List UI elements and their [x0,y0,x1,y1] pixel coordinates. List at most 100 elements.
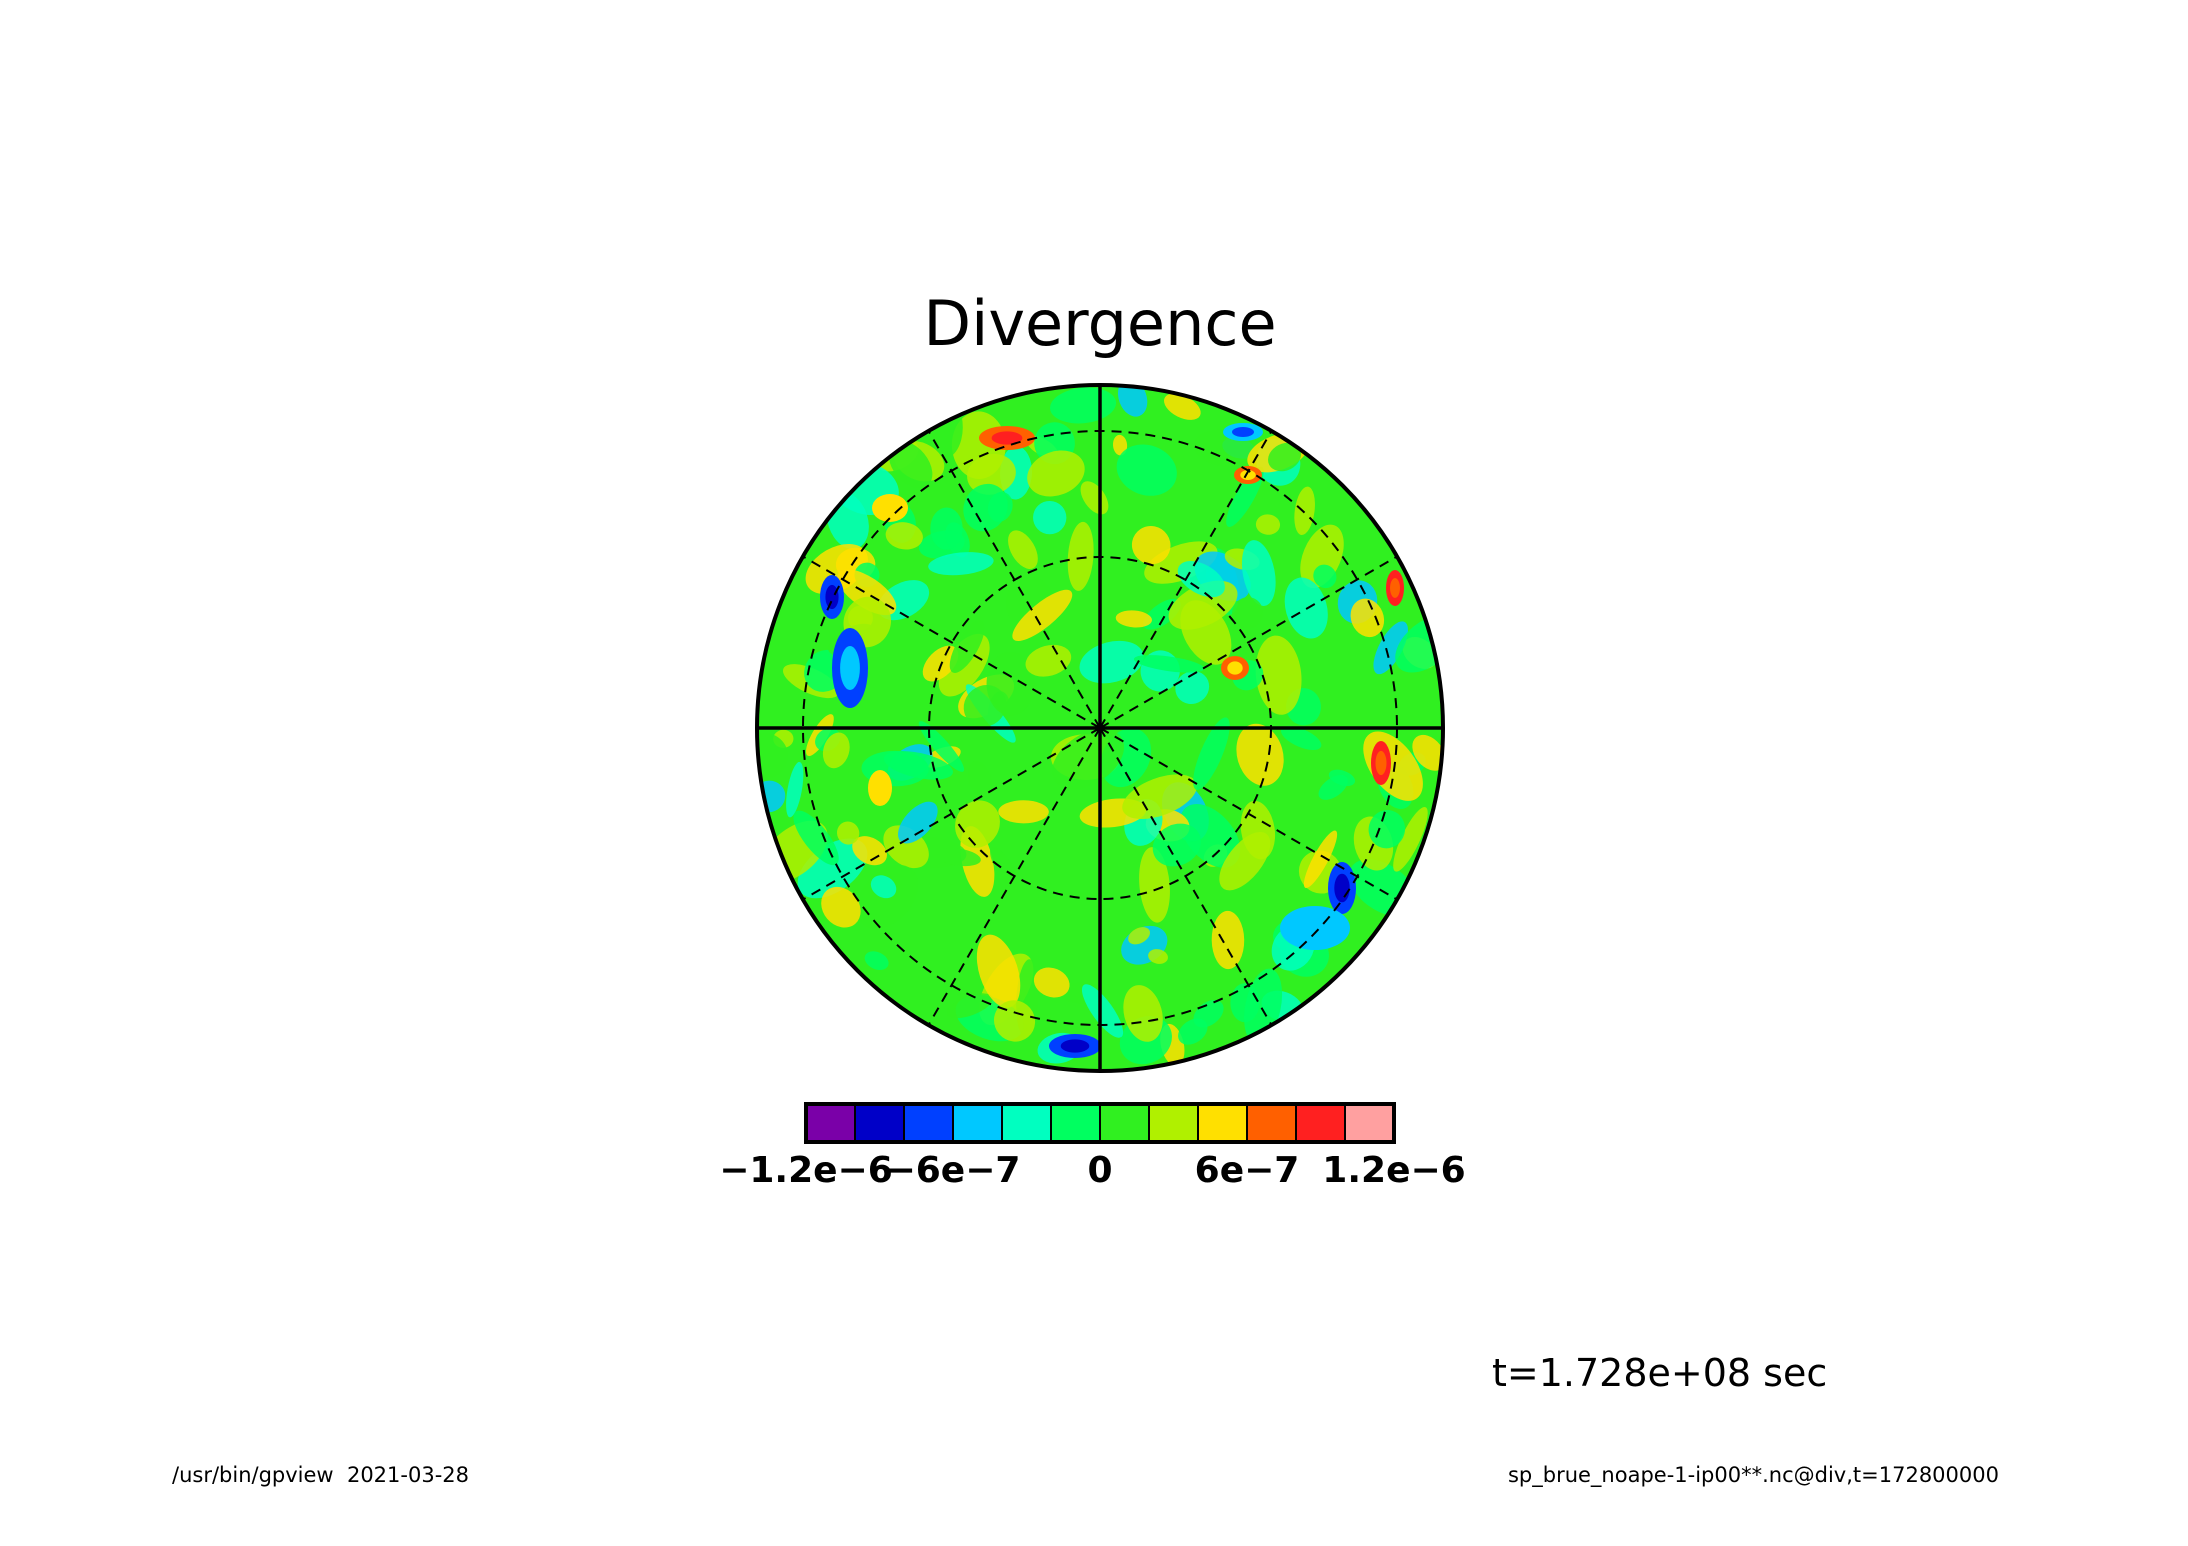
divergence-field [757,385,1443,1066]
field-blob [1393,807,1428,872]
field-blob [1148,949,1168,964]
field-blob [1303,830,1338,889]
field-extreme-core [1390,578,1400,598]
field-blob [1231,597,1264,629]
field-extreme-core [873,778,887,798]
colorbar-swatch [1295,1103,1346,1143]
field-blob [1116,444,1177,496]
field-blob [836,821,860,845]
field-extreme-core [825,584,839,610]
colorbar-swatch [1148,1103,1199,1143]
field-blob [1123,985,1163,1042]
colorbar-swatch [1246,1103,1297,1143]
field-blob [955,800,1000,848]
field-blob [967,453,1016,495]
polar-map [755,383,1445,1073]
field-blob [1175,671,1210,705]
meridian-dashed-line [802,555,1101,729]
field-extreme-core [1232,427,1254,437]
field-blob [935,848,981,867]
field-blob [870,875,897,899]
field-extreme-core [1227,661,1243,675]
field-blob [976,934,1021,1008]
colorbar-swatch [1344,1103,1395,1143]
field-blob [1133,655,1205,673]
field-blob [998,800,1049,824]
field-blob [1052,729,1125,790]
colorbar-swatch [1050,1103,1101,1143]
field-blob [1025,644,1072,677]
field-blob [898,801,938,844]
field-blob [1027,450,1085,497]
meridian-dashed-line [1099,555,1398,729]
field-extreme-core [1334,873,1350,903]
footer-right: sp_brue_noape-1-ip00**.nc@div,t=17280000… [1508,1463,1999,1488]
field-blob [1079,640,1144,684]
field-blob [1241,540,1276,606]
field-extreme-core [1060,1039,1090,1053]
field-blob [1328,769,1356,787]
colorbar-tick-label: 1.2e−6 [1322,1150,1465,1191]
field-blob [1143,598,1181,630]
field-blob [1177,561,1225,598]
field-blob [888,441,933,489]
field-blob [793,810,839,866]
pole-marker [1096,724,1104,732]
field-blob [1350,598,1385,638]
chart-title: Divergence [923,287,1276,360]
colorbar-frame [804,1102,1396,1144]
field-blob [1236,723,1284,786]
field-blob [1313,564,1337,589]
latitude-circle [928,556,1272,900]
field-blob [922,645,959,682]
map-grid [757,385,1443,1071]
field-blob [949,620,985,673]
field-blob [1081,984,1124,1038]
field-blob [1368,810,1406,849]
colorbar-tick-label: −1.2e−6 [719,1150,893,1191]
field-blob [946,993,993,1019]
colorbar-swatch [854,1103,905,1143]
field-extreme-core [1375,750,1387,776]
field-blob [852,836,887,866]
colorbar-swatch [1099,1103,1150,1143]
field-blob [1373,621,1408,675]
field-extreme-core [1295,915,1335,941]
field-blob [1395,614,1443,673]
map-border [755,383,1445,1073]
field-blob [1211,910,1245,970]
field-blob [993,1000,1036,1042]
field-blob [1280,726,1322,750]
field-blob [1122,774,1197,820]
field-blob [1412,734,1443,771]
field-blob [1193,717,1230,791]
field-blob [1033,967,1070,998]
meridian-dashed-line [1099,430,1273,729]
colorbar-swatch [952,1103,1003,1143]
field-blob [786,761,804,818]
field-blob [1163,393,1201,420]
field-extreme-core [880,500,900,516]
field-blob [864,951,889,970]
field-blob [1255,514,1281,535]
field-blob [1067,521,1094,591]
field-blob [1112,434,1128,456]
field-blob [1128,927,1150,945]
colorbar-tick-label: 0 [1087,1150,1112,1191]
colorbar: −1.2e−6−6e−7 0 6e−7 1.2e−6 [719,1102,1466,1191]
colorbar-swatch [903,1103,954,1143]
field-blob [1294,486,1315,536]
field-blob [757,733,789,779]
field-blob [967,760,994,801]
field-blob [963,483,1008,532]
field-blob [1219,831,1271,891]
field-blob [1008,530,1038,570]
field-blob [928,552,994,576]
field-blob [1152,823,1201,867]
field-blob [1012,589,1073,642]
colorbar-tick-label: 6e−7 [1195,1150,1300,1191]
field-blob [1268,442,1302,472]
field-blob [822,732,850,769]
field-blob [1115,610,1152,628]
